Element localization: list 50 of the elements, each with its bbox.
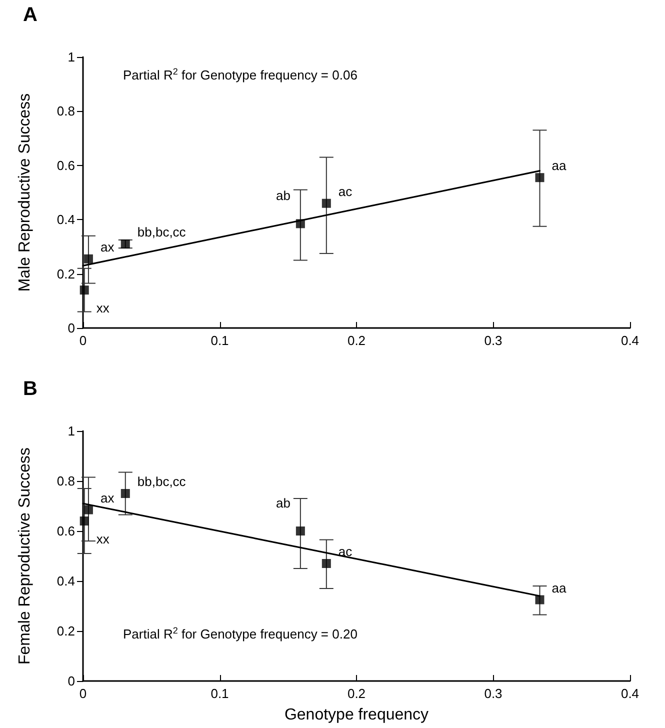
point [80,286,89,295]
point [80,516,89,526]
y-axis-title: Female Reproductive Success [16,448,34,664]
x-tick-label: 0 [79,686,87,701]
x-tick-label: 0.1 [210,686,229,701]
annotation: ab [276,496,290,510]
x-tick-label: 0 [79,333,87,348]
annotation: bb,bc,cc [137,224,186,240]
annotation: ac [338,184,353,199]
y-tick-label: 0.6 [56,158,75,173]
x-axis-title: Genotype frequency [284,706,429,724]
x-tick-label: 0.3 [484,686,502,701]
point [322,198,331,208]
y-tick-label: 0.2 [56,266,75,282]
point [535,173,544,182]
annotation: aa [552,158,567,174]
y-tick-label: 0 [68,674,75,688]
y-tick-label: 0.4 [56,574,75,588]
y-tick-label: 1 [68,50,75,64]
chart-title: A [23,4,38,26]
annotation: xx [96,300,110,316]
annotation: ax [100,490,115,506]
y-tick-label: 0.2 [56,624,75,638]
x-tick-label: 0.3 [484,333,502,348]
y-tick-label: 1 [68,424,75,438]
point [296,526,305,536]
point [120,239,130,248]
point [120,489,130,498]
point [296,219,305,228]
annotation: aa [552,580,567,596]
x-tick-label: 0.1 [210,333,229,348]
y-tick-label: 0.4 [56,212,75,228]
y-tick-label: 0.6 [56,524,75,538]
annotation: ax [100,239,115,254]
annotation: xx [96,532,110,546]
y-tick-label: 0.8 [56,104,75,119]
annotation: ab [276,188,290,204]
y-tick-label: 0.8 [56,474,75,488]
point [84,505,93,514]
y-axis-title: Male Reproductive Success [16,93,34,292]
point [84,254,93,264]
x-tick-label: 0.2 [347,333,366,348]
x-tick-label: 0.4 [620,333,640,348]
y-tick-label: 0 [68,320,75,336]
annotation: bb,bc,cc [137,474,186,489]
point [535,595,544,604]
chart-title: B [23,378,38,400]
x-tick-label: 0.4 [620,686,640,701]
point [322,559,331,568]
x-tick-label: 0.2 [347,686,366,701]
